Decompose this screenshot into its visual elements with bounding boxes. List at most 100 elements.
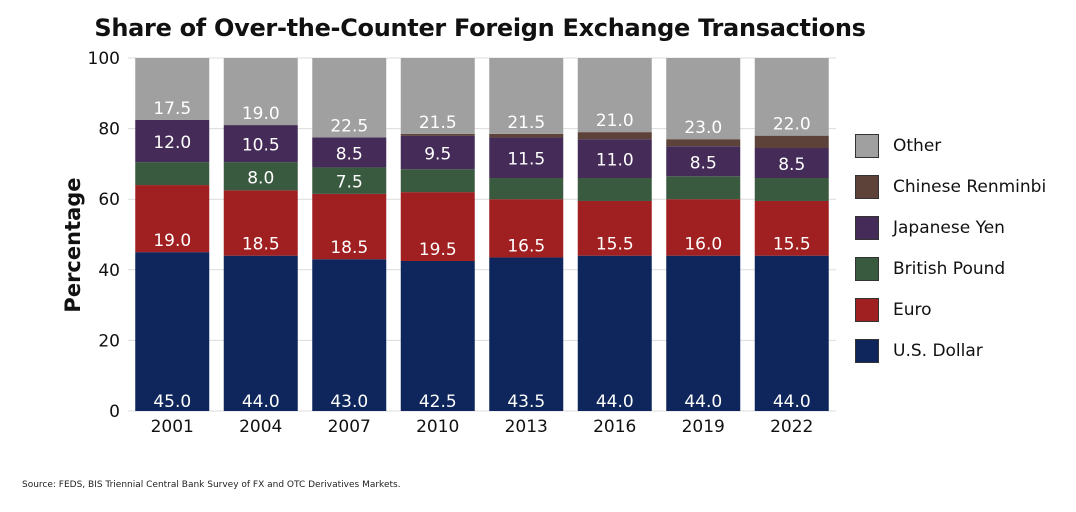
- data-label: 44.0: [596, 392, 634, 412]
- data-label: 23.0: [684, 118, 722, 138]
- bar-segment-british-pound: [754, 178, 829, 201]
- data-label: 10.5: [242, 136, 280, 156]
- data-label: 22.0: [773, 115, 811, 135]
- legend-label: Japanese Yen: [893, 217, 1005, 238]
- bar-segment-u-s-dollar: [666, 255, 741, 411]
- data-label: 43.0: [330, 392, 368, 412]
- data-label: 12.0: [153, 133, 191, 153]
- y-tick-label: 100: [88, 49, 120, 69]
- data-label: 8.5: [336, 144, 363, 164]
- data-label: 19.5: [419, 240, 457, 260]
- bar-segment-other: [400, 58, 475, 134]
- data-label: 17.5: [153, 99, 191, 119]
- bar-segment-japanese-yen: [135, 119, 210, 163]
- data-label: 15.5: [773, 235, 811, 255]
- data-label: 44.0: [242, 392, 280, 412]
- data-label: 11.0: [596, 151, 634, 171]
- bar-segment-euro: [223, 190, 298, 256]
- bar-segment-british-pound: [223, 162, 298, 191]
- y-axis-label: Percentage: [61, 177, 85, 312]
- y-tick-label: 80: [98, 120, 120, 140]
- bar-segment-other: [312, 58, 387, 138]
- data-label: 19.0: [242, 104, 280, 124]
- x-tick-label: 2001: [151, 417, 194, 437]
- legend: Other Chinese Renminbi Japanese Yen British…: [855, 125, 1046, 371]
- data-label: 42.5: [419, 392, 457, 412]
- bar-segment-euro: [666, 199, 741, 256]
- bar-segment-japanese-yen: [754, 148, 829, 179]
- legend-swatch: [855, 297, 879, 322]
- legend-item: Japanese Yen: [855, 207, 1046, 248]
- bar-segment-u-s-dollar: [489, 257, 564, 411]
- bar-segment-british-pound: [666, 176, 741, 200]
- bar-segment-japanese-yen: [577, 139, 652, 179]
- bar-segment-euro: [400, 192, 475, 261]
- data-label: 44.0: [773, 392, 811, 412]
- data-label: 44.0: [684, 392, 722, 412]
- y-tick-label: 60: [98, 190, 120, 210]
- legend-label: Chinese Renminbi: [893, 176, 1047, 197]
- data-label: 43.5: [507, 392, 545, 412]
- y-tick-label: 40: [98, 261, 120, 281]
- chart-title: Share of Over-the-Counter Foreign Exchan…: [94, 14, 866, 42]
- legend-swatch: [855, 338, 879, 363]
- data-label: 16.5: [507, 236, 545, 256]
- legend-item: Euro: [855, 289, 1046, 330]
- bar-segment-japanese-yen: [312, 137, 387, 168]
- legend-label: British Pound: [893, 258, 1006, 279]
- legend-swatch: [855, 174, 879, 199]
- bar-segment-euro: [577, 200, 652, 256]
- data-label: 7.5: [336, 173, 363, 193]
- bar-segment-euro: [489, 199, 564, 258]
- x-tick-label: 2010: [416, 417, 459, 437]
- legend-label: U.S. Dollar: [893, 340, 983, 361]
- legend-item: Chinese Renminbi: [855, 166, 1046, 207]
- data-label: 9.5: [424, 144, 451, 164]
- bar-segment-british-pound: [400, 169, 475, 193]
- bar-segment-euro: [312, 193, 387, 260]
- bar-segment-euro: [754, 200, 829, 256]
- bar-segment-euro: [135, 185, 210, 253]
- data-label: 16.0: [684, 235, 722, 255]
- bar-segment-japanese-yen: [223, 125, 298, 163]
- data-label: 8.5: [778, 155, 805, 175]
- legend-label: Euro: [893, 299, 932, 320]
- data-label: 18.5: [330, 238, 368, 258]
- bar-segment-other: [223, 58, 298, 126]
- x-tick-label: 2013: [505, 417, 548, 437]
- legend-item: U.S. Dollar: [855, 330, 1046, 371]
- legend-swatch: [855, 215, 879, 240]
- data-label: 21.5: [419, 113, 457, 133]
- bar-segment-u-s-dollar: [312, 259, 387, 411]
- bar-segment-british-pound: [135, 162, 210, 186]
- bar-segment-chinese-renminbi: [577, 132, 652, 140]
- data-label: 18.5: [242, 235, 280, 255]
- bar-segment-british-pound: [489, 178, 564, 200]
- y-tick-label: 20: [98, 331, 120, 351]
- legend-item: British Pound: [855, 248, 1046, 289]
- legend-swatch: [855, 256, 879, 281]
- legend-label: Other: [893, 135, 942, 156]
- x-tick-label: 2019: [682, 417, 725, 437]
- bar-segment-chinese-renminbi: [754, 135, 829, 149]
- bar-segment-other: [754, 58, 829, 136]
- bar-segment-japanese-yen: [666, 146, 741, 177]
- bar-segment-chinese-renminbi: [666, 139, 741, 147]
- bar-segment-british-pound: [577, 178, 652, 201]
- bar-segment-other: [135, 58, 210, 120]
- data-label: 21.5: [507, 113, 545, 133]
- bar-segment-u-s-dollar: [400, 260, 475, 411]
- source-note: Source: FEDS, BIS Triennial Central Bank…: [22, 480, 401, 490]
- bar-segment-u-s-dollar: [754, 255, 829, 411]
- y-tick-label: 0: [109, 402, 120, 422]
- bar-segment-other: [489, 58, 564, 134]
- data-label: 15.5: [596, 235, 634, 255]
- bar-segment-japanese-yen: [400, 135, 475, 170]
- bar-segment-british-pound: [312, 167, 387, 194]
- data-label: 8.0: [247, 168, 274, 188]
- bar-segment-chinese-renminbi: [400, 133, 475, 136]
- x-tick-label: 2007: [328, 417, 371, 437]
- bar-segment-u-s-dollar: [223, 255, 298, 411]
- data-label: 22.5: [330, 116, 368, 136]
- bar-segment-other: [666, 58, 741, 140]
